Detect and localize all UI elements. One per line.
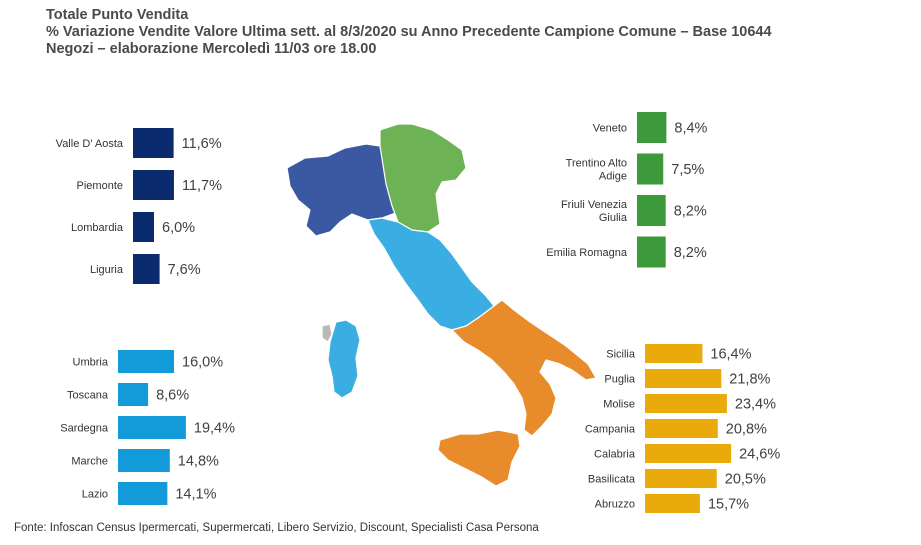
category-label-south-5: Basilicata [588,474,636,486]
panel-north_east: Veneto 8,4% Trentino Alto Adige 7,5% Friuli V… [546,112,708,268]
category-label-centre-3: Marche [71,456,108,468]
value-label-north_west-2: 6,0% [162,220,195,236]
value-label-centre-0: 16,0% [182,355,223,371]
category-label-south-4: Calabria [594,449,636,461]
value-label-centre-1: 8,6% [156,388,189,404]
bar-south-6 [645,494,700,513]
value-label-north_west-0: 11,6% [182,136,222,152]
category-label-south-0: Sicilia [606,349,636,361]
bar-north_east-0 [637,112,667,143]
bar-south-3 [645,419,718,438]
category-label-north_east-2: Friuli Venezia Giulia [561,199,628,224]
map-region-sicilia [437,429,521,487]
value-label-south-0: 16,4% [710,347,751,363]
source-note: Fonte: Infoscan Census Ipermercati, Supe… [14,522,539,534]
bar-north_west-2 [133,212,154,242]
title-line-1: Totale Punto Vendita [46,7,189,23]
value-label-south-1: 21,8% [729,372,770,388]
chart-title: Totale Punto Vendita % Variazione Vendit… [46,7,772,58]
category-label-centre-0: Umbria [73,357,109,369]
value-label-south-2: 23,4% [735,397,776,413]
panel-centre: Umbria 16,0% Toscana 8,6% Sardegna 19,4% March… [60,350,235,505]
map-region-sardegna [327,319,361,399]
category-label-north_west-3: Liguria [90,264,124,276]
value-label-north_west-1: 11,7% [182,178,222,194]
value-label-centre-4: 14,1% [175,487,216,503]
map-region-centre [367,217,495,331]
bar-north_east-3 [637,236,666,268]
bar-south-5 [645,469,717,488]
value-label-north_west-3: 7,6% [168,262,201,278]
category-label-south-1: Puglia [604,374,635,386]
value-label-south-4: 24,6% [739,447,780,463]
category-label-north_west-2: Lombardia [71,222,124,234]
value-label-north_east-3: 8,2% [674,245,707,261]
category-label-north_east-0: Veneto [593,123,627,135]
bar-north_west-1 [133,170,174,200]
bar-south-4 [645,444,732,463]
title-line-3: Negozi – elaborazione Mercoledì 11/03 or… [46,41,377,57]
category-label-centre-4: Lazio [82,489,108,501]
bar-south-0 [645,344,703,363]
map-region-corsica [321,323,333,343]
value-label-centre-3: 14,8% [178,454,219,470]
panel-south: Sicilia 16,4% Puglia 21,8% Molise 23,4% Campan… [585,344,780,513]
value-label-south-3: 20,8% [726,422,767,438]
map-region-north-east [379,123,467,233]
category-label-north_east-3: Emilia Romagna [546,247,628,259]
bar-north_west-3 [133,254,160,284]
value-label-south-5: 20,5% [725,472,766,488]
category-label-south-3: Campania [585,424,636,436]
bar-north_west-0 [133,128,174,158]
category-label-north_west-0: Valle D' Aosta [56,138,124,150]
bar-centre-1 [118,383,149,406]
category-label-north_east-1: Trentino Alto Adige [566,158,627,183]
value-label-south-6: 15,7% [708,497,749,513]
panel-north_west: Valle D' Aosta 11,6% Piemonte 11,7% Lombardi… [56,128,222,284]
bar-centre-4 [118,482,168,505]
category-label-south-2: Molise [603,399,635,411]
category-label-north_west-1: Piemonte [77,180,123,192]
bar-south-2 [645,394,727,413]
bar-centre-2 [118,416,186,439]
map-region-south [451,299,597,437]
value-label-centre-2: 19,4% [194,421,235,437]
bar-north_east-1 [637,153,664,185]
value-label-north_east-2: 8,2% [674,204,707,220]
bar-north_east-2 [637,195,666,226]
italy-map [286,123,597,487]
bar-south-1 [645,369,722,388]
value-label-north_east-0: 8,4% [674,121,707,137]
bar-centre-3 [118,449,170,472]
title-line-2: % Variazione Vendite Valore Ultima sett.… [46,24,772,40]
category-label-south-6: Abruzzo [595,499,635,511]
category-label-centre-1: Toscana [67,390,109,402]
category-label-centre-2: Sardegna [60,423,109,435]
bar-centre-0 [118,350,174,373]
value-label-north_east-1: 7,5% [671,162,704,178]
